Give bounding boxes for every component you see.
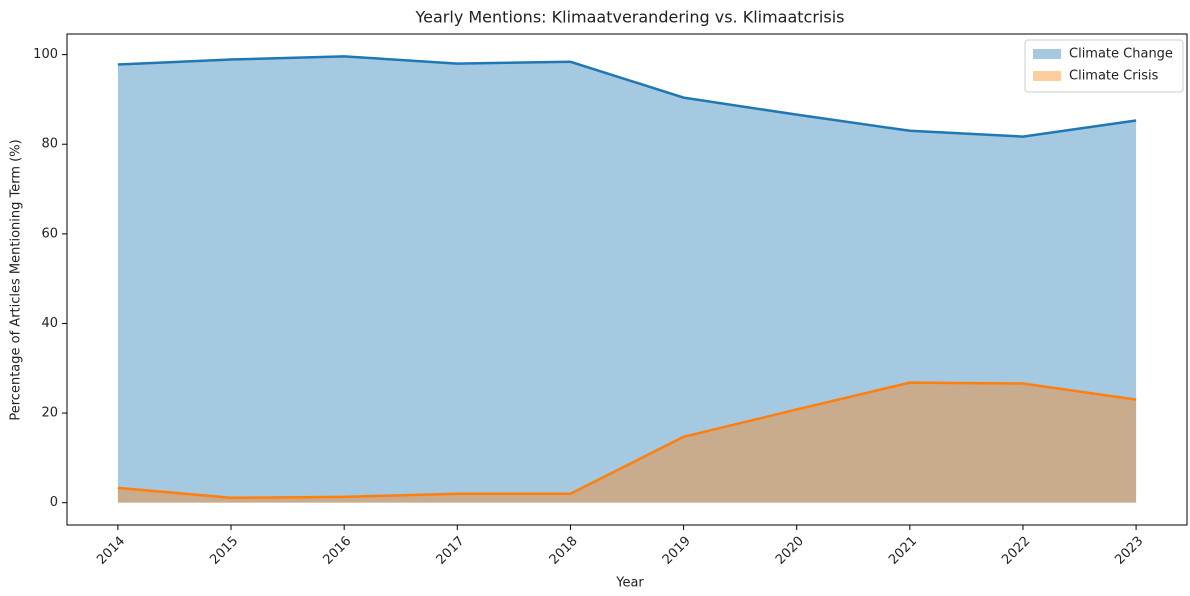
x-tick-label: 2014 xyxy=(94,534,128,568)
x-axis-label: Year xyxy=(615,576,644,591)
legend-label: Climate Crisis xyxy=(1069,69,1159,84)
x-tick-label: 2023 xyxy=(1112,534,1146,568)
legend-swatch xyxy=(1033,49,1061,59)
y-tick-label: 80 xyxy=(41,137,58,152)
y-tick-label: 20 xyxy=(41,406,58,421)
x-tick-label: 2017 xyxy=(434,534,468,568)
legend: Climate Change Climate Crisis xyxy=(1024,39,1184,93)
x-tick-label: 2015 xyxy=(207,534,241,568)
x-tick-label: 2018 xyxy=(547,534,581,568)
line xyxy=(117,381,1137,500)
y-tick-label: 60 xyxy=(41,226,58,241)
y-axis-label: Percentage of Articles Mentioning Term (… xyxy=(9,139,24,420)
y-tick-label: 100 xyxy=(33,47,58,62)
plot-frame xyxy=(66,33,1188,526)
line xyxy=(117,55,1137,138)
x-tick-label: 2019 xyxy=(660,534,694,568)
y-tick-label: 40 xyxy=(41,316,58,331)
x-tick-label: 2020 xyxy=(773,534,807,568)
legend-box xyxy=(1024,39,1184,93)
x-tick-label: 2022 xyxy=(999,534,1033,568)
area xyxy=(117,382,1137,503)
legend-label: Climate Change xyxy=(1069,47,1173,62)
chart-title: Yearly Mentions: Klimaatverandering vs. … xyxy=(415,8,845,27)
x-tick-label: 2016 xyxy=(320,534,354,568)
x-tick-label: 2021 xyxy=(886,534,920,568)
y-tick-label: 0 xyxy=(50,495,58,510)
area xyxy=(117,56,1137,503)
legend-swatch xyxy=(1033,71,1061,81)
